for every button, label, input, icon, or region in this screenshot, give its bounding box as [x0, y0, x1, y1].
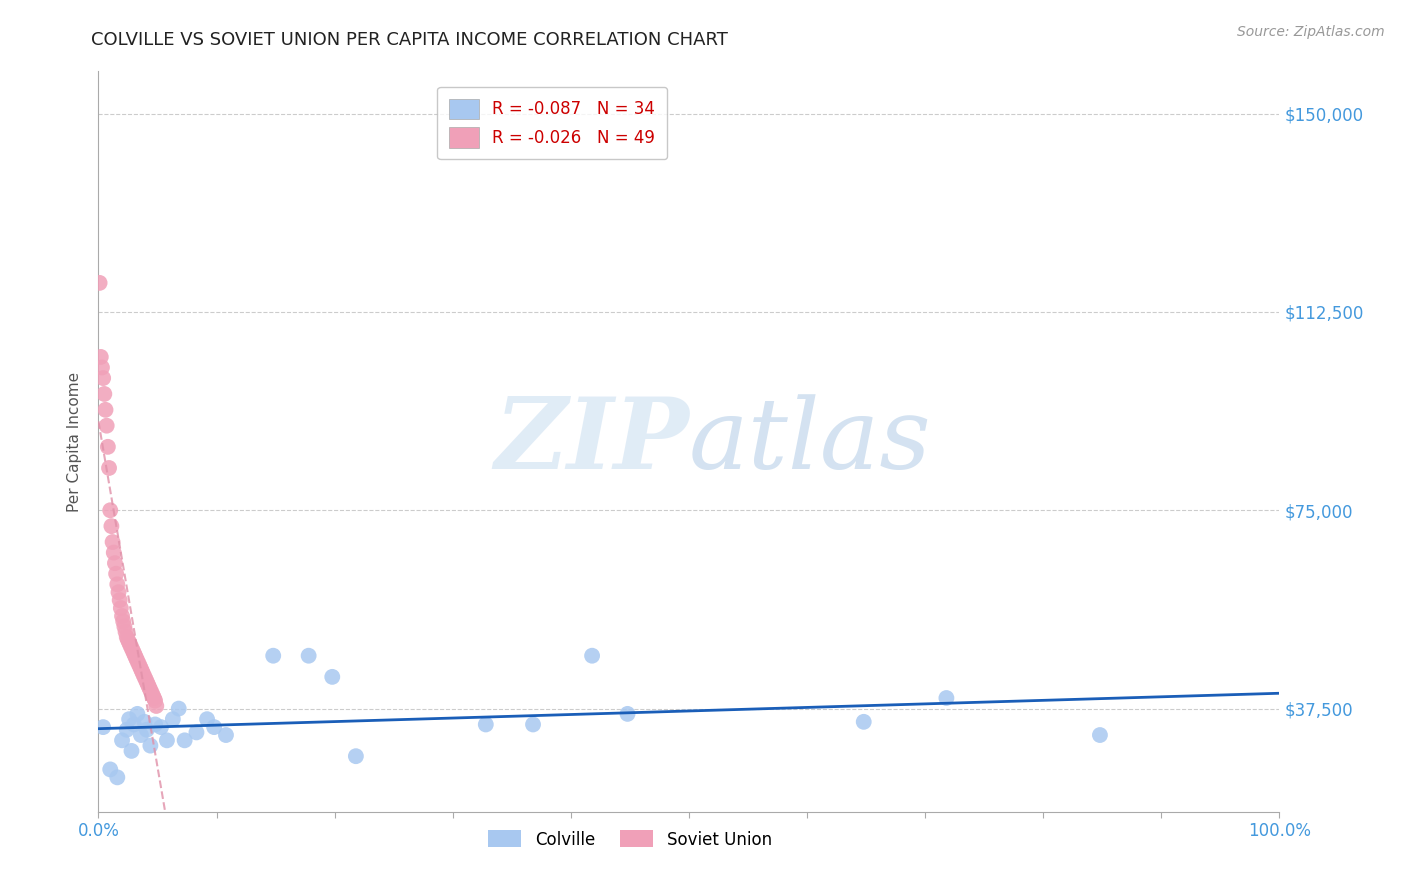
Point [121, 744, 143, 758]
Point [167, 701, 190, 715]
Point [156, 733, 179, 747]
Point [115, 630, 138, 644]
Point [128, 659, 150, 673]
Point [100, 519, 122, 533]
Text: Source: ZipAtlas.com: Source: ZipAtlas.com [1237, 25, 1385, 39]
Point [121, 643, 143, 657]
Point [118, 712, 141, 726]
Point [90, 350, 112, 364]
Y-axis label: Per Capita Income: Per Capita Income [67, 371, 83, 512]
Point [475, 717, 498, 731]
Point [134, 670, 156, 684]
Point [321, 670, 343, 684]
Point [112, 615, 135, 629]
Point [105, 770, 128, 784]
Point [120, 638, 142, 652]
Point [110, 601, 132, 615]
Point [173, 733, 195, 747]
Point [108, 593, 131, 607]
Point [202, 720, 225, 734]
Point [145, 698, 167, 713]
Point [134, 714, 156, 729]
Point [135, 723, 157, 737]
Point [115, 723, 138, 737]
Point [96, 418, 118, 433]
Point [118, 635, 141, 649]
Point [132, 667, 155, 681]
Point [107, 585, 129, 599]
Point [186, 725, 208, 739]
Point [124, 648, 146, 663]
Point [101, 535, 124, 549]
Point [98, 461, 121, 475]
Point [112, 619, 135, 633]
Point [162, 712, 184, 726]
Point [135, 673, 157, 687]
Point [129, 662, 152, 676]
Point [135, 675, 157, 690]
Point [127, 654, 149, 668]
Point [143, 694, 166, 708]
Point [111, 609, 134, 624]
Point [122, 646, 145, 660]
Point [215, 728, 238, 742]
Point [98, 503, 121, 517]
Point [103, 546, 125, 560]
Point [298, 648, 321, 663]
Point [105, 577, 128, 591]
Point [97, 440, 120, 454]
Point [141, 686, 163, 700]
Point [616, 706, 638, 721]
Point [344, 749, 367, 764]
Point [114, 624, 136, 639]
Point [111, 733, 134, 747]
Text: COLVILLE VS SOVIET UNION PER CAPITA INCOME CORRELATION CHART: COLVILLE VS SOVIET UNION PER CAPITA INCO… [91, 31, 728, 49]
Point [117, 632, 139, 647]
Point [89, 276, 111, 290]
Point [94, 402, 117, 417]
Point [142, 691, 165, 706]
Point [138, 681, 160, 695]
Point [150, 720, 173, 734]
Point [104, 556, 127, 570]
Point [105, 566, 128, 581]
Point [93, 387, 115, 401]
Point [122, 717, 145, 731]
Point [195, 712, 218, 726]
Point [935, 691, 957, 706]
Point [131, 665, 153, 679]
Point [139, 739, 162, 753]
Point [91, 360, 114, 375]
Legend: Colville, Soviet Union: Colville, Soviet Union [481, 823, 779, 855]
Point [127, 706, 149, 721]
Point [136, 678, 159, 692]
Point [139, 683, 162, 698]
Point [98, 763, 121, 777]
Point [142, 689, 165, 703]
Point [581, 648, 603, 663]
Text: atlas: atlas [689, 394, 932, 489]
Point [121, 640, 143, 655]
Point [522, 717, 544, 731]
Point [1088, 728, 1111, 742]
Point [129, 728, 152, 742]
Point [91, 720, 114, 734]
Point [262, 648, 284, 663]
Point [128, 657, 150, 671]
Point [125, 651, 148, 665]
Text: ZIP: ZIP [494, 393, 689, 490]
Point [91, 371, 114, 385]
Point [852, 714, 875, 729]
Point [143, 717, 166, 731]
